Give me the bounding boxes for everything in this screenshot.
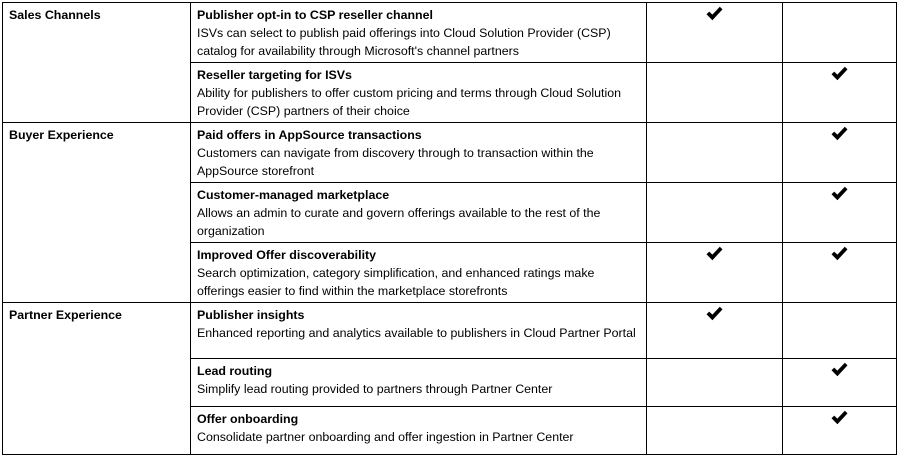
checkmark-icon xyxy=(706,6,723,21)
feature-cell: Offer onboarding Consolidate partner onb… xyxy=(190,406,647,455)
checkmark-icon xyxy=(831,126,848,141)
check-cell xyxy=(782,242,897,303)
feature-title: Publisher opt-in to CSP reseller channel xyxy=(197,8,433,22)
check-cell xyxy=(646,406,783,455)
feature-title: Paid offers in AppSource transactions xyxy=(197,128,422,142)
feature-title: Customer-managed marketplace xyxy=(197,188,390,202)
feature-cell: Lead routing Simplify lead routing provi… xyxy=(190,358,647,407)
check-cell xyxy=(782,62,897,123)
feature-title: Offer onboarding xyxy=(197,412,299,426)
feature-cell: Customer-managed marketplace Allows an a… xyxy=(190,182,647,243)
feature-cell: Reseller targeting for ISVs Ability for … xyxy=(190,62,647,123)
check-cell xyxy=(782,358,897,407)
feature-description: Search optimization, category simplifica… xyxy=(197,266,595,298)
checkmark-icon xyxy=(706,306,723,321)
check-cell xyxy=(646,302,783,359)
table-row: Sales Channels Publisher opt-in to CSP r… xyxy=(2,2,897,123)
checkmark-icon xyxy=(831,186,848,201)
checkmark-icon xyxy=(831,246,848,261)
feature-description: Consolidate partner onboarding and offer… xyxy=(197,430,574,444)
feature-title: Improved Offer discoverability xyxy=(197,248,377,262)
area-label-partner-experience: Partner Experience xyxy=(2,302,191,455)
table-row: Reseller targeting for ISVs Ability for … xyxy=(3,62,897,123)
feature-title: Publisher insights xyxy=(197,308,305,322)
checkmark-icon xyxy=(831,410,848,425)
check-cell xyxy=(646,62,783,123)
table-row: Buyer Experience Paid offers in AppSourc… xyxy=(2,122,897,303)
feature-cell: Improved Offer discoverability Search op… xyxy=(190,242,647,303)
feature-description: Ability for publishers to offer custom p… xyxy=(197,86,622,118)
feature-cell: Publisher insights Enhanced reporting an… xyxy=(190,302,647,359)
check-cell xyxy=(646,358,783,407)
area-label-buyer-experience: Buyer Experience xyxy=(2,122,191,303)
feature-description: ISVs can select to publish paid offering… xyxy=(197,26,611,58)
check-cell xyxy=(646,242,783,303)
check-cell xyxy=(782,182,897,243)
checkmark-icon xyxy=(831,66,848,81)
check-cell xyxy=(782,122,897,183)
table-row: Customer-managed marketplace Allows an a… xyxy=(3,182,897,243)
feature-description: Simplify lead routing provided to partne… xyxy=(197,382,553,396)
feature-title: Reseller targeting for ISVs xyxy=(197,68,352,82)
feature-description: Customers can navigate from discovery th… xyxy=(197,146,594,178)
check-cell xyxy=(782,2,897,63)
check-cell xyxy=(646,2,783,63)
feature-title: Lead routing xyxy=(197,364,273,378)
area-label-sales-channels: Sales Channels xyxy=(2,2,191,123)
feature-cell: Paid offers in AppSource transactions Cu… xyxy=(190,122,647,183)
table-row: Partner Experience Publisher insights En… xyxy=(2,302,897,455)
check-cell xyxy=(646,182,783,243)
checkmark-icon xyxy=(831,362,848,377)
table-row: Lead routing Simplify lead routing provi… xyxy=(3,358,897,407)
check-cell xyxy=(782,406,897,455)
feature-description: Allows an admin to curate and govern off… xyxy=(197,206,601,238)
feature-description: Enhanced reporting and analytics availab… xyxy=(197,326,636,340)
checkmark-icon xyxy=(706,246,723,261)
check-cell xyxy=(646,122,783,183)
feature-cell: Publisher opt-in to CSP reseller channel… xyxy=(190,2,647,63)
check-cell xyxy=(782,302,897,359)
